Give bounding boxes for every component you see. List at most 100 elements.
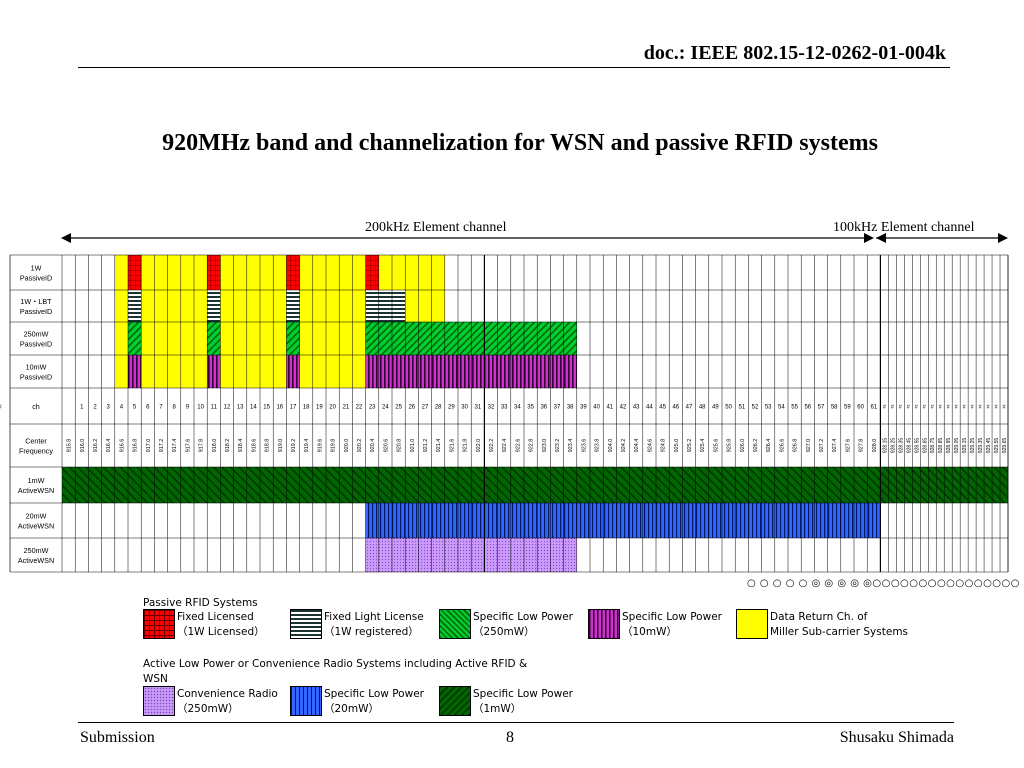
center-frequency: 919.8 xyxy=(331,439,337,453)
top-rule xyxy=(78,67,950,68)
channel-number: 38 xyxy=(567,405,574,411)
channel-number: 56 xyxy=(804,405,811,411)
center-frequency: 920.6 xyxy=(383,439,389,453)
channel-number: 10 xyxy=(197,405,204,411)
channel-number: 23 xyxy=(369,405,376,411)
center-frequency: 927.0 xyxy=(806,439,812,453)
channel-number: 13 xyxy=(237,405,244,411)
channel-number: 32 xyxy=(488,405,495,411)
channel-number: 14 xyxy=(250,405,257,411)
channel-number: 8 xyxy=(173,405,177,411)
center-frequency: 917.4 xyxy=(172,439,178,453)
channel-number: # xyxy=(955,405,959,411)
center-frequency: 923.0 xyxy=(542,439,548,453)
legend-active-title: Active Low Power or Convenience Radio Sy… xyxy=(143,658,528,685)
channel-number: 29 xyxy=(448,405,455,411)
channel-number: 44 xyxy=(646,405,653,411)
channel-number: # xyxy=(883,405,887,411)
channel-number: # xyxy=(923,405,927,411)
center-frequency: 928.15 xyxy=(882,438,888,454)
legend-text-slp-20mw: Specific Low Power （20mW） xyxy=(324,688,424,715)
center-frequency: 925.8 xyxy=(727,439,733,453)
channel-number: 30 xyxy=(461,405,468,411)
channel-number: 46 xyxy=(672,405,679,411)
channel-number: 26 xyxy=(408,405,415,411)
center-frequency: 929.05 xyxy=(954,438,960,454)
channel-number: 2 xyxy=(93,405,97,411)
fill-lbt-registered xyxy=(128,290,142,322)
channel-number: # xyxy=(891,405,895,411)
center-frequency: 928.0 xyxy=(872,439,878,453)
channel-number: # xyxy=(971,405,975,411)
channel-number: 51 xyxy=(738,405,745,411)
center-frequency: 929.15 xyxy=(962,438,968,454)
center-frequency: 921.8 xyxy=(463,439,469,453)
center-frequency: 919.6 xyxy=(317,439,323,453)
center-frequency: 918.8 xyxy=(265,439,271,453)
channel-number: 19 xyxy=(316,405,323,411)
center-frequency: 916.8 xyxy=(133,439,139,453)
center-frequency: 928.35 xyxy=(898,438,904,454)
fill-lbt-registered xyxy=(365,290,406,322)
band-label-200khz: 200kHz Element channel xyxy=(365,220,507,235)
center-frequency: 926.2 xyxy=(753,439,759,453)
legend-text-fixed-licensed: Fixed Licensed （1W Licensed） xyxy=(177,611,265,638)
fill-1w-licensed xyxy=(207,255,221,290)
row-label: 1mW ActiveWSN xyxy=(18,476,54,495)
arrow-100khz-left-head xyxy=(876,233,886,243)
center-frequency: 921.6 xyxy=(449,439,455,453)
center-frequency: 922.4 xyxy=(502,439,508,453)
row-label: 250mW PassiveID xyxy=(20,330,52,349)
channel-number: 57 xyxy=(818,405,825,411)
fill-250mw-green xyxy=(128,322,142,355)
center-frequency: 918.0 xyxy=(212,439,218,453)
center-frequency: 923.8 xyxy=(595,439,601,453)
center-frequency: 925.0 xyxy=(674,439,680,453)
channel-number: 21 xyxy=(342,405,349,411)
row-label: 20mW ActiveWSN xyxy=(18,512,54,531)
legend-swatch-slp-10mw xyxy=(588,609,620,639)
center-frequency: 919.0 xyxy=(278,439,284,453)
channel-number: 35 xyxy=(527,405,534,411)
center-frequency: 927.6 xyxy=(845,439,851,453)
legend-text-slp-1mw: Specific Low Power （1mW） xyxy=(473,688,573,715)
arrow-200khz-left-head xyxy=(61,233,71,243)
channel-number: 25 xyxy=(395,405,402,411)
channel-number: 36 xyxy=(540,405,547,411)
channel-number: # xyxy=(987,405,991,411)
center-frequency: 922.0 xyxy=(476,439,482,453)
channel-number: # xyxy=(963,405,967,411)
slide-title: 920MHz band and channelization for WSN a… xyxy=(162,130,878,156)
center-frequency: 918.6 xyxy=(251,439,257,453)
center-frequency: 917.6 xyxy=(185,439,191,453)
legend-text-fixed-light: Fixed Light License （1W registered） xyxy=(324,611,424,638)
channel-number: # xyxy=(907,405,911,411)
legend-swatch-fixed-licensed xyxy=(143,609,175,639)
fill-250mw-green xyxy=(286,322,300,355)
fill-250mw-green xyxy=(207,322,221,355)
channel-number: 6 xyxy=(146,405,150,411)
channel-number: 7 xyxy=(159,405,163,411)
center-frequency: 928.85 xyxy=(938,438,944,454)
channel-number: # xyxy=(899,405,903,411)
center-frequency: 922.2 xyxy=(489,439,495,453)
center-frequencies: 915.8 916.0 916.2 916.4 916.6 916.8 917.0 917.2… xyxy=(67,438,1008,454)
center-frequency: 924.4 xyxy=(634,439,640,453)
channel-number: 42 xyxy=(620,405,627,411)
fill-250mw-yellow xyxy=(114,322,366,355)
center-frequency: 929.55 xyxy=(994,438,1000,454)
channel-number: # xyxy=(995,405,999,411)
center-frequency: 929.45 xyxy=(986,438,992,454)
row-label: 10mW PassiveID xyxy=(20,363,52,382)
fill-1w-yellow xyxy=(114,255,445,290)
channel-number: # xyxy=(979,405,983,411)
center-frequency: 925.2 xyxy=(687,439,693,453)
row-label: ch xyxy=(32,402,40,411)
center-frequency: 920.2 xyxy=(357,439,363,453)
channel-number: 55 xyxy=(791,405,798,411)
channel-number: # xyxy=(915,405,919,411)
channel-number: 18 xyxy=(303,405,310,411)
channel-number: 15 xyxy=(263,405,270,411)
